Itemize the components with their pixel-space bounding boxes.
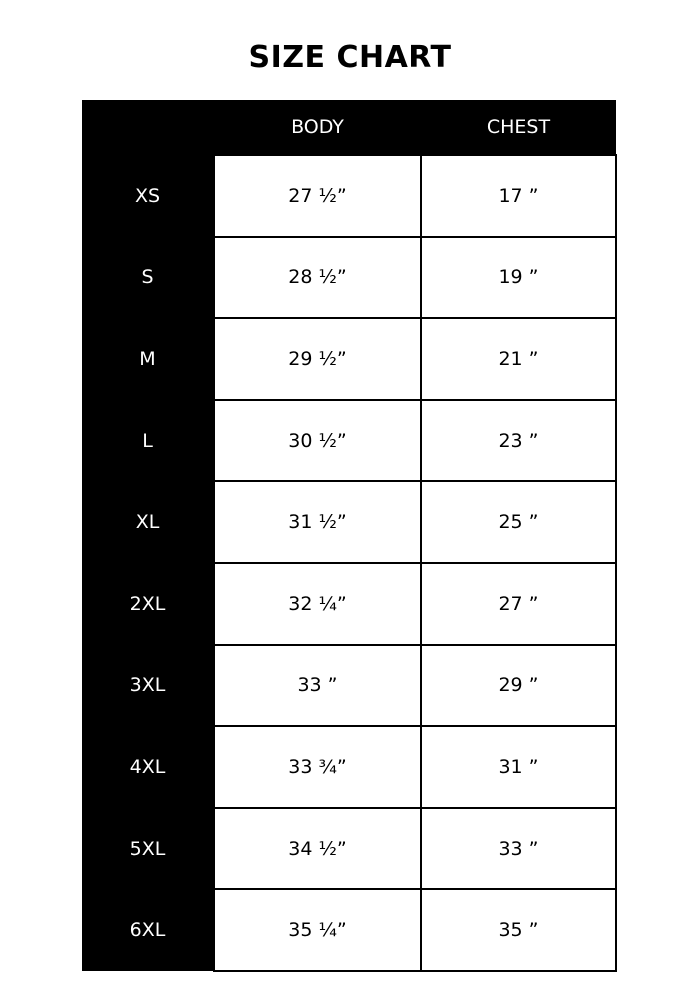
table-row: S 28 ½” 19 ” — [82, 235, 617, 320]
body-cell: 28 ½” — [213, 235, 422, 320]
size-cell: 4XL — [82, 726, 214, 808]
chest-cell: 19 ” — [420, 235, 617, 320]
size-cell: 3XL — [82, 644, 214, 727]
table-row: 4XL 33 ¾” 31 ” — [82, 725, 617, 809]
size-cell: M — [82, 318, 214, 400]
header-body: BODY — [214, 100, 421, 155]
body-cell: 33 ¾” — [213, 725, 422, 809]
size-cell: XL — [82, 481, 214, 563]
chest-cell: 31 ” — [420, 725, 617, 809]
table-row: M 29 ½” 21 ” — [82, 317, 617, 401]
body-cell: 30 ½” — [213, 398, 422, 483]
body-cell: 31 ½” — [213, 480, 422, 564]
header-row: BODY CHEST — [82, 100, 616, 155]
header-size — [82, 100, 214, 155]
body-cell: 34 ½” — [213, 806, 422, 891]
body-cell: 33 ” — [213, 643, 422, 728]
size-chart-table: BODY CHEST XS 27 ½” 17 ” S 28 ½” 19 ” M 29 ½” 21… — [82, 100, 617, 972]
size-cell: L — [82, 399, 214, 482]
table-row: L 30 ½” 23 ” — [82, 398, 617, 483]
table-row: XL 31 ½” 25 ” — [82, 480, 617, 564]
chest-cell: 17 ” — [420, 154, 617, 238]
size-cell: 2XL — [82, 562, 214, 645]
table-row: 5XL 34 ½” 33 ” — [82, 806, 617, 891]
chest-cell: 33 ” — [420, 806, 617, 891]
body-cell: 32 ¼” — [213, 561, 422, 646]
size-cell: 5XL — [82, 807, 214, 890]
chest-cell: 25 ” — [420, 480, 617, 564]
size-cell: XS — [82, 155, 214, 237]
chest-cell: 35 ” — [420, 888, 617, 972]
body-cell: 29 ½” — [213, 317, 422, 401]
chest-cell: 29 ” — [420, 643, 617, 728]
header-chest: CHEST — [421, 100, 616, 155]
table-row: 2XL 32 ¼” 27 ” — [82, 561, 617, 646]
chest-cell: 27 ” — [420, 561, 617, 646]
table-row: 3XL 33 ” 29 ” — [82, 643, 617, 728]
size-cell: S — [82, 236, 214, 319]
size-cell: 6XL — [82, 889, 214, 971]
table-row: XS 27 ½” 17 ” — [82, 154, 617, 238]
table-row: 6XL 35 ¼” 35 ” — [82, 888, 617, 972]
body-cell: 35 ¼” — [213, 888, 422, 972]
page-title: SIZE CHART — [248, 40, 452, 75]
chest-cell: 21 ” — [420, 317, 617, 401]
body-cell: 27 ½” — [213, 154, 422, 238]
chest-cell: 23 ” — [420, 398, 617, 483]
